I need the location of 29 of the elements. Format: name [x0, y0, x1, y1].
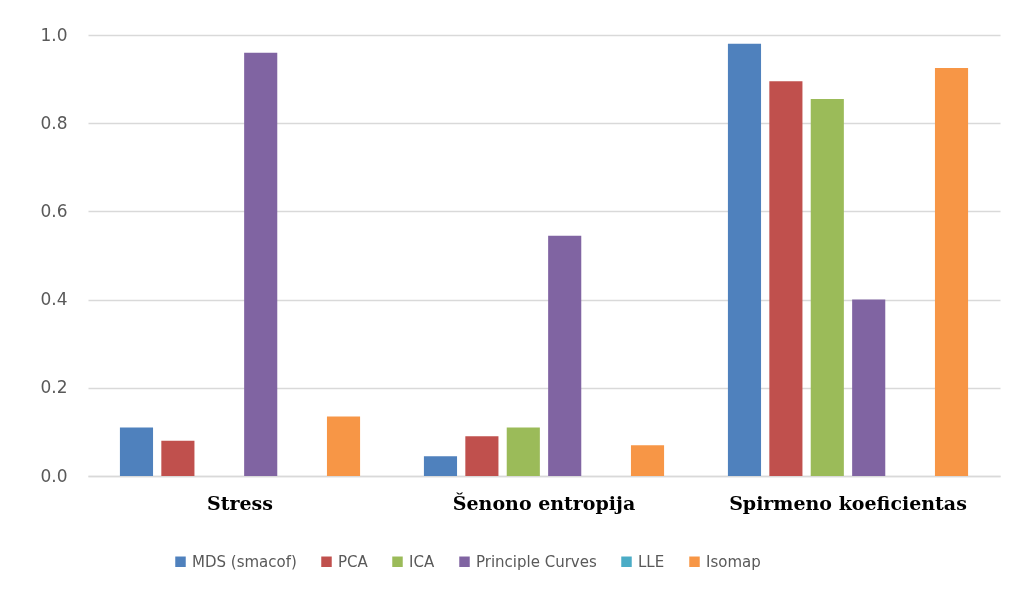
bar	[423, 456, 458, 476]
y-tick-label: 0.0	[40, 465, 68, 486]
bar	[119, 427, 154, 476]
legend-label: Principle Curves	[476, 552, 597, 571]
legend-label: LLE	[638, 552, 665, 571]
x-tick-label: Stress	[207, 491, 273, 514]
bar	[326, 416, 361, 476]
bar	[852, 299, 886, 476]
bar	[810, 98, 844, 476]
bar	[161, 440, 195, 476]
bar	[548, 235, 582, 476]
x-tick-label: Spirmeno koeficientas	[729, 491, 967, 514]
legend-label: Isomap	[706, 552, 761, 571]
y-tick-label: 0.4	[40, 289, 68, 310]
legend-label: ICA	[409, 552, 435, 571]
bar	[934, 68, 969, 476]
legend-label: MDS (smacof)	[192, 552, 297, 571]
bar	[630, 445, 665, 476]
bar	[769, 81, 803, 476]
x-tick-label: Šenono entropija	[452, 491, 636, 514]
bar	[506, 427, 540, 476]
y-tick-label: 0.8	[40, 112, 68, 133]
legend-label: PCA	[338, 552, 369, 571]
y-tick-label: 0.2	[40, 377, 68, 398]
bar	[244, 52, 278, 476]
y-tick-label: 0.6	[40, 200, 68, 221]
bar	[727, 43, 762, 476]
y-tick-label: 1.0	[40, 24, 68, 45]
bar	[465, 436, 499, 476]
